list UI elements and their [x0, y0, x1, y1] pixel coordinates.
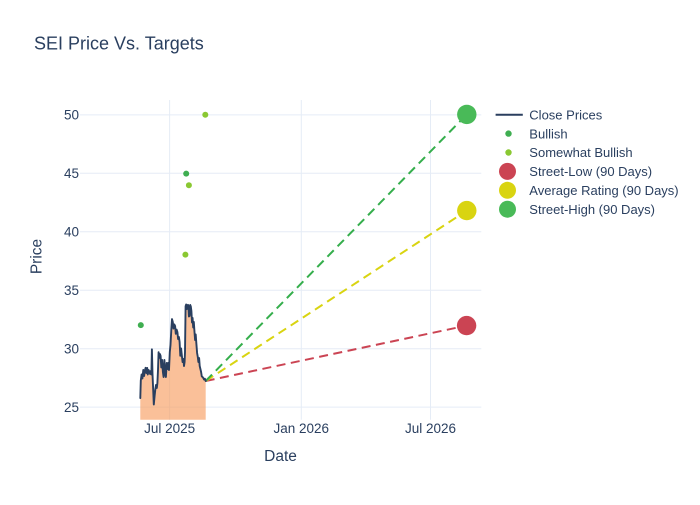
svg-text:40: 40: [64, 225, 79, 240]
svg-text:Somewhat Bullish: Somewhat Bullish: [529, 145, 632, 160]
svg-text:Jan 2026: Jan 2026: [274, 421, 330, 436]
svg-text:Close Prices: Close Prices: [529, 107, 602, 122]
svg-text:30: 30: [64, 341, 79, 356]
svg-text:35: 35: [64, 283, 79, 298]
svg-text:SEI Price Vs. Targets: SEI Price Vs. Targets: [34, 34, 204, 54]
svg-text:50: 50: [64, 108, 79, 123]
svg-text:Jul 2025: Jul 2025: [144, 421, 195, 436]
svg-text:25: 25: [64, 400, 79, 415]
svg-text:Price: Price: [29, 239, 46, 274]
svg-text:Bullish: Bullish: [529, 126, 567, 141]
svg-text:Street-High (90 Days): Street-High (90 Days): [529, 202, 655, 217]
svg-text:45: 45: [64, 166, 79, 181]
svg-text:Average Rating (90 Days): Average Rating (90 Days): [529, 183, 678, 198]
svg-text:Jul 2026: Jul 2026: [405, 421, 456, 436]
svg-text:Date: Date: [264, 448, 297, 465]
svg-text:Street-Low (90 Days): Street-Low (90 Days): [529, 164, 652, 179]
